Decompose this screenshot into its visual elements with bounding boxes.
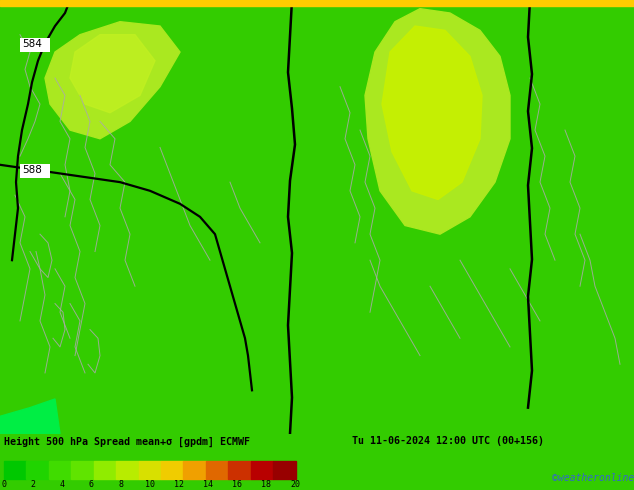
Polygon shape bbox=[45, 22, 180, 139]
Polygon shape bbox=[0, 399, 60, 434]
Bar bbox=[251, 461, 273, 479]
Text: Tu 11-06-2024 12:00 UTC (00+156): Tu 11-06-2024 12:00 UTC (00+156) bbox=[352, 437, 544, 446]
Bar bbox=[273, 461, 295, 479]
Text: 8: 8 bbox=[118, 480, 123, 489]
Bar bbox=[116, 461, 139, 479]
Text: 12: 12 bbox=[174, 480, 184, 489]
Text: 16: 16 bbox=[232, 480, 242, 489]
Polygon shape bbox=[70, 35, 155, 113]
Text: 18: 18 bbox=[261, 480, 271, 489]
Text: 14: 14 bbox=[203, 480, 213, 489]
Text: 4: 4 bbox=[60, 480, 65, 489]
Bar bbox=[49, 461, 71, 479]
Bar bbox=[206, 461, 228, 479]
Text: 6: 6 bbox=[89, 480, 94, 489]
Bar bbox=[0, 0, 634, 6]
Text: ©weatheronline.co.uk: ©weatheronline.co.uk bbox=[552, 473, 634, 483]
Bar bbox=[27, 461, 49, 479]
Text: 584: 584 bbox=[22, 39, 42, 49]
Polygon shape bbox=[382, 26, 482, 199]
Bar bbox=[94, 461, 116, 479]
Bar bbox=[183, 461, 206, 479]
Text: 0: 0 bbox=[1, 480, 6, 489]
Bar bbox=[161, 461, 183, 479]
Bar bbox=[4, 461, 27, 479]
Text: Height 500 hPa Spread mean+σ [gpdm] ECMWF: Height 500 hPa Spread mean+σ [gpdm] ECMW… bbox=[4, 437, 250, 447]
Bar bbox=[71, 461, 94, 479]
Polygon shape bbox=[365, 9, 510, 234]
Bar bbox=[20, 38, 50, 52]
Text: 588: 588 bbox=[22, 165, 42, 174]
Bar bbox=[20, 164, 50, 178]
Text: 20: 20 bbox=[290, 480, 301, 489]
Text: 10: 10 bbox=[145, 480, 155, 489]
Text: 2: 2 bbox=[30, 480, 36, 489]
Bar bbox=[228, 461, 251, 479]
Bar bbox=[139, 461, 161, 479]
